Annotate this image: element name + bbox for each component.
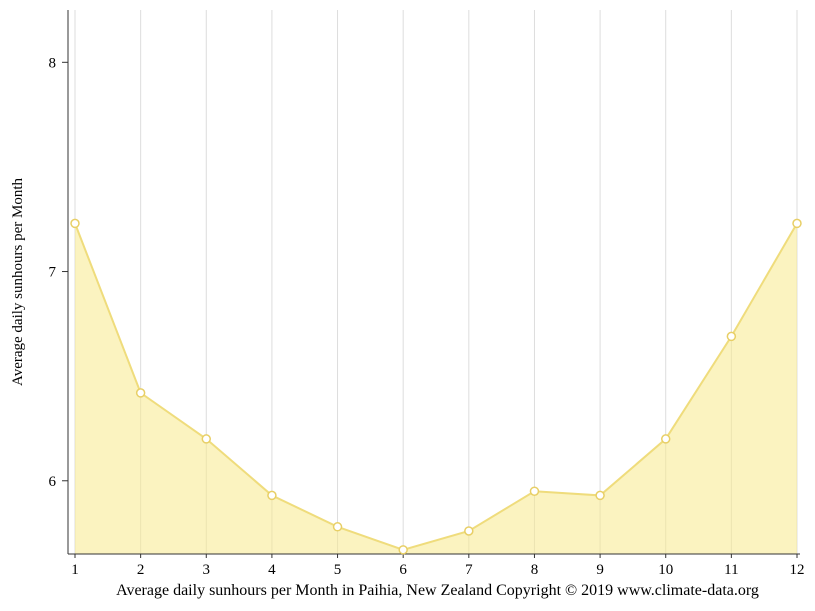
- x-tick-label: 9: [596, 562, 604, 578]
- series-line: [74, 222, 798, 551]
- y-tick-label: 8: [49, 55, 57, 71]
- x-tick-label: 6: [399, 562, 407, 578]
- y-tick-label: 7: [49, 265, 57, 281]
- data-point: [660, 434, 671, 444]
- data-point: [332, 522, 343, 532]
- x-tick-label: 11: [724, 562, 738, 578]
- y-axis-title: Average daily sunhours per Month: [10, 178, 26, 387]
- data-point: [267, 490, 277, 501]
- data-point: [464, 526, 474, 536]
- data-point: [595, 490, 605, 501]
- data-point: [529, 486, 540, 496]
- x-tick-label: 7: [465, 562, 473, 578]
- area-fill: [75, 223, 797, 554]
- data-point: [70, 218, 80, 229]
- x-tick-label: 2: [137, 562, 145, 578]
- y-tick-label: 6: [49, 474, 57, 490]
- data-point: [792, 218, 802, 229]
- chart-caption: Average daily sunhours per Month in Paih…: [116, 582, 759, 599]
- x-tick-label: 4: [268, 562, 276, 578]
- x-tick-label: 10: [658, 562, 673, 578]
- data-point: [398, 545, 408, 555]
- x-tick-label: 8: [531, 562, 539, 578]
- data-point: [135, 388, 146, 398]
- x-tick-label: 3: [203, 562, 211, 578]
- x-tick-label: 12: [790, 562, 805, 578]
- x-tick-label: 5: [334, 562, 342, 578]
- data-point: [726, 331, 737, 342]
- x-tick-label: 1: [71, 562, 79, 578]
- data-point: [201, 434, 212, 444]
